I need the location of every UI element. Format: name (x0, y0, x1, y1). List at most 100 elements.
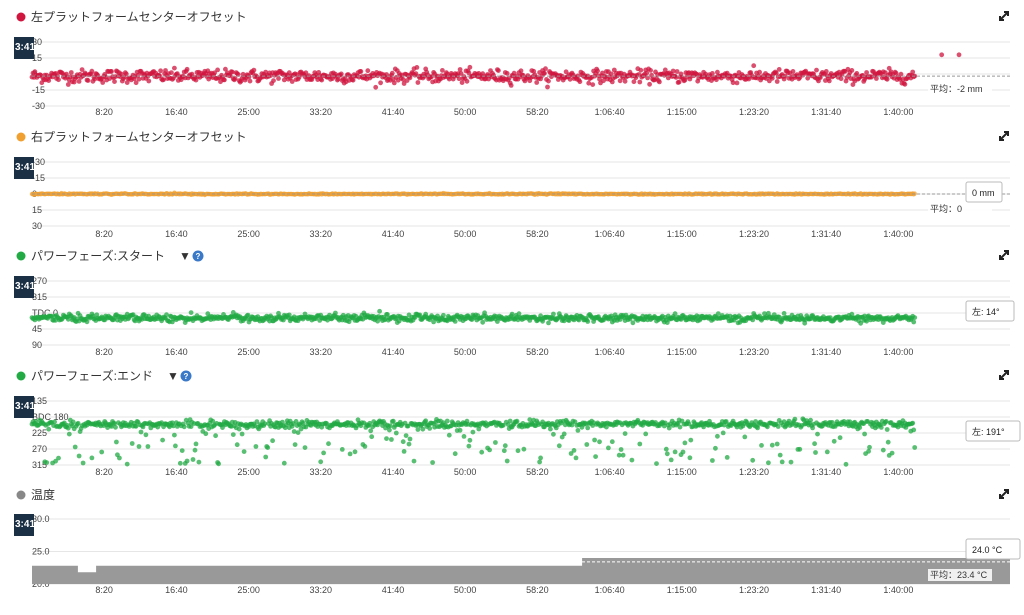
data-point (161, 77, 167, 82)
data-point (631, 79, 637, 85)
expand-icon[interactable] (999, 489, 1009, 499)
panel-title: 右プラットフォームセンターオフセット (31, 129, 247, 144)
expand-icon[interactable] (999, 370, 1009, 380)
data-point (556, 443, 562, 449)
data-point (782, 73, 788, 79)
y-tick-label: 15 (32, 205, 42, 215)
data-point (352, 449, 358, 455)
svg-text:3:41: 3:41 (15, 42, 35, 53)
data-point (637, 441, 643, 447)
data-point (72, 444, 78, 450)
data-point (119, 71, 124, 77)
x-tick-label: 1:06:40 (595, 585, 625, 595)
x-tick-label: 33:20 (310, 347, 333, 357)
data-point (377, 308, 382, 314)
data-point (788, 459, 794, 465)
y-tick-label: 30 (32, 221, 42, 231)
data-point (440, 68, 445, 73)
data-point (319, 77, 325, 83)
data-point (769, 75, 775, 81)
data-point (452, 451, 458, 457)
data-point (543, 66, 548, 72)
dropdown-caret-icon[interactable]: ▼ (167, 369, 179, 383)
expand-icon[interactable] (999, 11, 1009, 21)
data-point (776, 67, 782, 72)
data-point (850, 82, 856, 87)
x-tick-label: 1:40:00 (883, 229, 913, 239)
x-tick-label: 1:15:00 (667, 107, 697, 117)
x-tick-label: 16:40 (165, 347, 188, 357)
data-point (757, 69, 762, 75)
data-point (160, 437, 166, 443)
data-point (609, 439, 615, 445)
data-point (812, 441, 817, 447)
data-point (234, 442, 240, 448)
x-tick-label: 50:00 (454, 347, 477, 357)
svg-text:平均：-2 mm: 平均：-2 mm (930, 83, 983, 94)
data-point (674, 69, 680, 74)
help-icon[interactable]: ? (192, 250, 204, 262)
data-point (68, 70, 74, 75)
data-point (849, 68, 855, 73)
data-point (742, 434, 748, 440)
x-tick-label: 33:20 (310, 107, 333, 117)
data-point (172, 432, 177, 438)
data-point (911, 319, 917, 325)
data-point (750, 457, 756, 463)
data-point (415, 80, 421, 85)
data-point (158, 68, 164, 74)
data-point (885, 439, 891, 445)
x-tick-label: 1:23:20 (739, 107, 769, 117)
data-point (746, 76, 752, 82)
data-point (378, 80, 383, 86)
data-point (365, 68, 371, 74)
data-point (548, 426, 553, 432)
dropdown-caret-icon[interactable]: ▼ (179, 249, 191, 263)
data-point (133, 80, 139, 86)
data-point (281, 460, 287, 466)
x-tick-label: 50:00 (454, 229, 477, 239)
data-point (459, 80, 465, 85)
data-point (246, 74, 252, 80)
y-tick-label: 90 (32, 340, 42, 350)
data-point (216, 461, 222, 467)
data-point (575, 428, 581, 433)
x-tick-label: 16:40 (165, 107, 188, 117)
expand-icon[interactable] (999, 250, 1009, 260)
y-tick-label: -30 (32, 157, 45, 167)
data-point (713, 445, 718, 451)
x-tick-label: 50:00 (454, 107, 477, 117)
x-tick-label: 8:20 (95, 107, 113, 117)
data-point (362, 444, 368, 449)
data-point (577, 79, 583, 85)
data-point (824, 449, 830, 455)
data-point (114, 439, 119, 445)
y-tick-label: 30 (32, 37, 42, 47)
x-tick-label: 41:40 (382, 229, 405, 239)
data-point (601, 78, 606, 84)
data-point (456, 76, 462, 82)
data-point (427, 426, 433, 431)
data-point (117, 455, 122, 461)
data-point (643, 431, 649, 437)
data-point (369, 434, 375, 440)
data-point (172, 65, 177, 71)
data-point (514, 418, 520, 424)
data-point (429, 74, 434, 80)
svg-text:3:41: 3:41 (15, 401, 35, 412)
data-point (518, 68, 524, 74)
data-point (400, 439, 406, 445)
data-point (912, 315, 918, 320)
data-point (672, 449, 678, 455)
data-point (857, 425, 863, 430)
data-point (622, 78, 628, 84)
help-icon[interactable]: ? (180, 370, 192, 382)
data-point (676, 79, 682, 85)
expand-icon[interactable] (999, 131, 1009, 141)
data-point (188, 310, 194, 315)
data-point (898, 71, 904, 77)
data-point (458, 71, 464, 76)
data-point (387, 427, 392, 433)
data-point (774, 441, 780, 447)
